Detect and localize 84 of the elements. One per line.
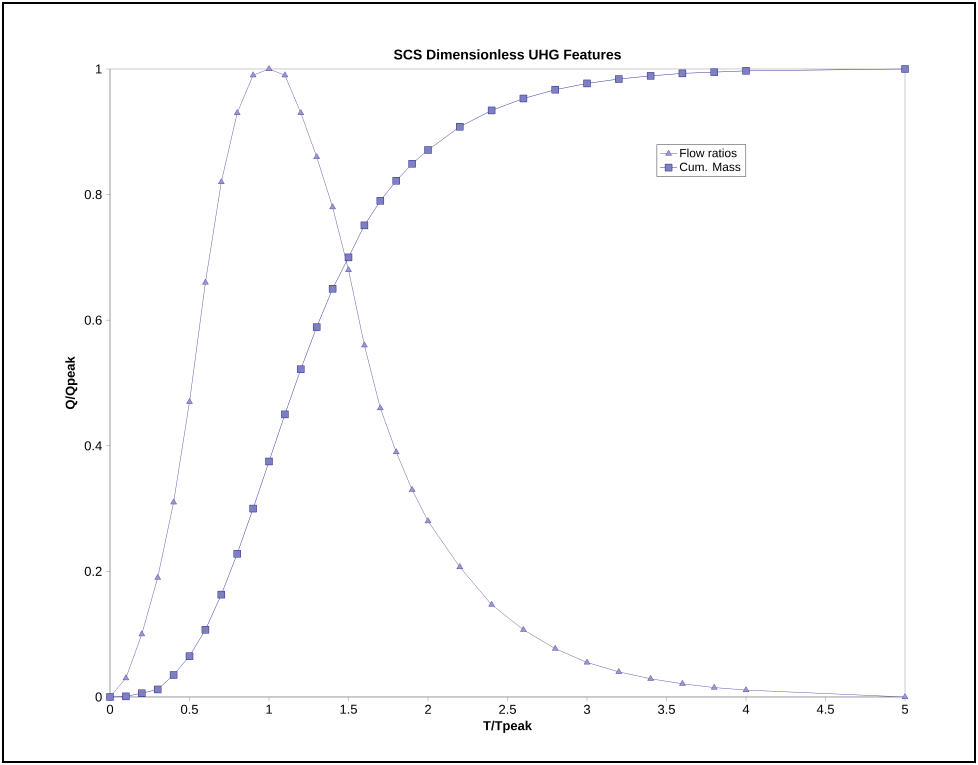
point	[250, 72, 256, 78]
point	[901, 65, 909, 73]
x-tick-label: 5	[902, 704, 908, 714]
point	[710, 684, 718, 690]
legend-label: Cum. Mass	[680, 162, 740, 172]
point	[742, 686, 750, 692]
point	[170, 671, 178, 679]
y-tick-label: 0	[96, 692, 102, 702]
point	[313, 153, 320, 159]
y-tick-label: 0.8	[84, 190, 102, 200]
point	[552, 644, 558, 651]
point	[361, 342, 368, 348]
y-tick-label: 0.4	[84, 441, 102, 450]
x-tick-label: 4.5	[816, 704, 834, 714]
point	[122, 674, 130, 680]
point	[616, 668, 622, 674]
point	[282, 72, 288, 78]
x-axis-title: T/Tpeak	[483, 720, 532, 733]
point	[313, 323, 320, 331]
point	[154, 574, 161, 580]
x-tick-label: 4	[742, 704, 750, 714]
point	[297, 365, 305, 373]
point	[456, 123, 464, 130]
point	[249, 504, 257, 512]
point	[202, 626, 210, 634]
point	[408, 160, 416, 168]
point	[154, 686, 162, 694]
point	[138, 630, 146, 636]
point	[742, 67, 750, 75]
x-tick-label: 2.5	[499, 704, 516, 714]
point	[647, 675, 654, 681]
y-axis-title: Q/Qpeak	[65, 356, 78, 410]
point	[266, 65, 272, 71]
y-tick-label: 0.6	[84, 316, 102, 325]
point	[360, 222, 368, 230]
point	[488, 106, 496, 114]
point	[646, 72, 654, 80]
point	[344, 254, 352, 262]
point	[679, 680, 686, 686]
point	[488, 600, 495, 607]
point	[329, 203, 336, 210]
point	[678, 70, 686, 78]
point	[377, 404, 384, 410]
x-tick-label: 2	[425, 704, 431, 714]
point	[202, 278, 209, 284]
point	[424, 146, 432, 154]
point	[583, 80, 591, 88]
point	[265, 458, 273, 466]
point	[710, 68, 718, 76]
x-tick-label: 3	[584, 704, 590, 714]
point	[328, 285, 336, 292]
point	[520, 626, 527, 632]
point	[170, 498, 177, 504]
x-tick-label: 0	[106, 704, 114, 714]
point	[298, 109, 304, 115]
point	[392, 177, 400, 184]
point	[615, 75, 623, 83]
point	[234, 109, 240, 115]
point	[345, 266, 352, 272]
legend-label: Flow ratios	[680, 148, 737, 158]
point	[424, 517, 432, 524]
point	[138, 690, 146, 697]
y-tick-label: 0.2	[84, 566, 102, 576]
point	[122, 692, 130, 700]
point	[376, 197, 384, 205]
point	[902, 693, 908, 699]
x-tick-label: 1	[266, 704, 272, 714]
point	[520, 94, 528, 102]
x-tick-label: 0.5	[181, 704, 198, 714]
point	[552, 86, 559, 94]
y-tick-label: 1	[96, 64, 102, 74]
point	[186, 652, 194, 660]
point	[392, 448, 400, 454]
point	[186, 398, 193, 404]
point	[584, 658, 590, 664]
x-tick-label: 3.5	[658, 704, 675, 714]
chart-title: SCS Dimensionless UHG Features	[394, 49, 621, 60]
point	[456, 563, 464, 569]
point	[218, 178, 225, 184]
point	[218, 590, 226, 598]
point	[408, 486, 416, 492]
x-tick-label: 1.5	[340, 704, 357, 714]
point	[281, 410, 289, 418]
point	[234, 550, 241, 558]
